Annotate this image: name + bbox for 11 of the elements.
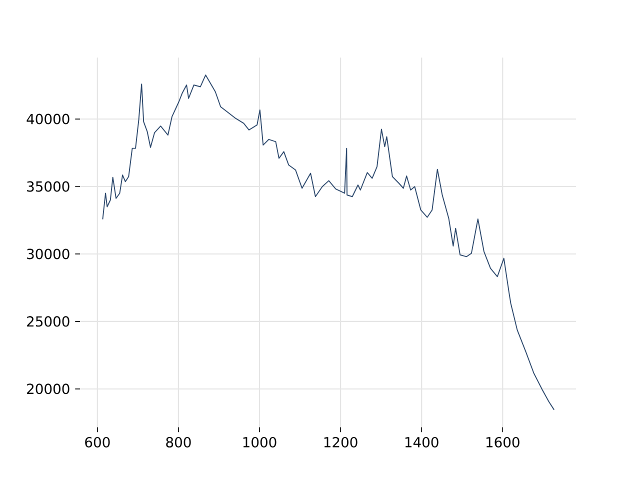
- x-tick-label: 1200: [324, 436, 358, 448]
- y-tick-label: 30000: [27, 248, 70, 260]
- x-tick-label: 1000: [243, 436, 276, 448]
- x-tick-label: 600: [85, 436, 110, 448]
- y-tick-label: 35000: [27, 181, 70, 192]
- x-tick-label: 800: [166, 436, 191, 448]
- y-tick-label: 20000: [27, 384, 70, 394]
- y-tick-label: 40000: [26, 114, 70, 124]
- x-tick-label: 1600: [486, 436, 520, 448]
- y-tick-label: 25000: [27, 316, 70, 327]
- x-tick-label: 1400: [405, 436, 438, 448]
